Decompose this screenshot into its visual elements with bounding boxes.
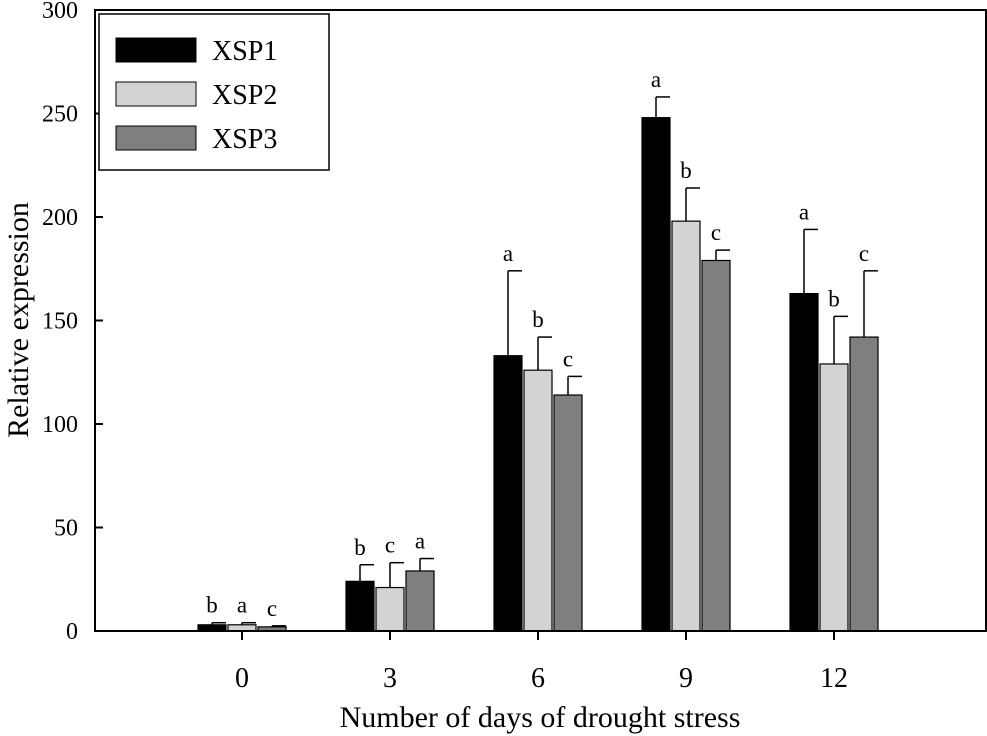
y-tick-label: 150 (42, 309, 78, 335)
legend: XSP1 XSP2 XSP3 (98, 13, 330, 171)
bar-xsp3-day-12 (849, 336, 879, 632)
y-tick-label: 50 (54, 516, 78, 542)
bar-xsp1-day-3 (345, 580, 375, 632)
significance-letter: b (532, 307, 544, 332)
plot-frame (94, 9, 987, 632)
x-tick-label: 6 (531, 663, 545, 694)
bar-xsp1-day-9 (641, 117, 671, 632)
x-tick-label: 0 (235, 663, 249, 694)
legend-label-xsp2: XSP2 (212, 80, 277, 111)
x-axis-title: Number of days of drought stress (340, 701, 741, 734)
y-tick-label: 300 (42, 0, 78, 24)
significance-letter: a (799, 199, 809, 224)
significance-letter: a (237, 593, 247, 618)
y-tick-label: 100 (42, 412, 78, 438)
bar-xsp2-day-9 (671, 220, 701, 632)
significance-letter: b (680, 158, 692, 183)
significance-letter: a (503, 241, 513, 266)
significance-letter: c (711, 220, 721, 245)
significance-letter: c (385, 533, 395, 558)
y-axis: 0 50 100 150 200 250 300 (42, 0, 103, 645)
legend-label-xsp3: XSP3 (212, 124, 277, 155)
bar-xsp2-day-6 (523, 369, 553, 632)
x-tick-label: 12 (820, 663, 848, 694)
bar-xsp3-day-6 (553, 394, 583, 632)
bar-xsp2-day-12 (819, 363, 849, 632)
y-tick-label: 0 (66, 619, 78, 645)
significance-letter: b (206, 593, 218, 618)
significance-letter: c (563, 346, 573, 371)
y-tick-label: 250 (42, 102, 78, 128)
legend-swatch-xsp2 (115, 81, 197, 107)
y-tick-label: 200 (42, 205, 78, 231)
x-tick-label: 3 (383, 663, 397, 694)
significance-letter: a (651, 67, 661, 92)
bar-xsp3-day-3 (405, 570, 435, 632)
bar-xsp1-day-12 (789, 292, 819, 632)
legend-swatch-xsp3 (115, 125, 197, 151)
bar-xsp1-day-6 (493, 355, 523, 632)
legend-swatch-xsp1 (115, 37, 197, 63)
significance-letter: b (828, 286, 840, 311)
legend-label-xsp1: XSP1 (212, 36, 277, 67)
bar-xsp2-day-3 (375, 586, 405, 632)
x-tick-label: 9 (679, 663, 693, 694)
x-axis: 0 3 6 9 12 (235, 631, 848, 694)
significance-letter: c (267, 596, 277, 621)
y-axis-title: Relative expression (2, 202, 35, 438)
significance-letter: c (859, 241, 869, 266)
significance-letter: a (415, 529, 425, 554)
bar-xsp3-day-9 (701, 259, 731, 632)
significance-letter: b (354, 535, 366, 560)
